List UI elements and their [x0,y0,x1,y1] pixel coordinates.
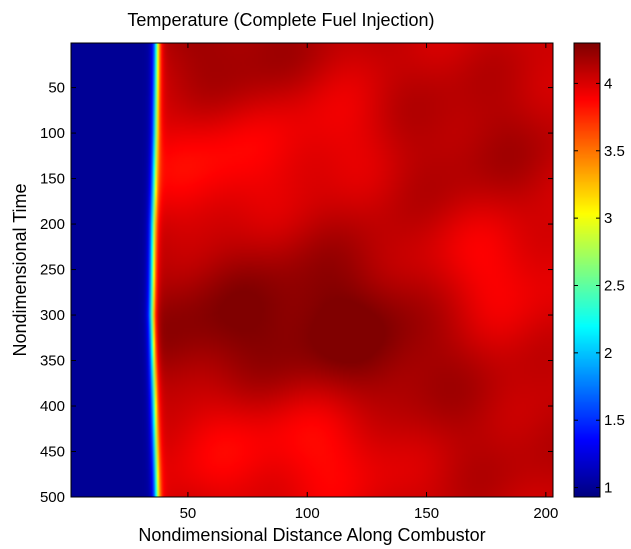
y-tick-label: 50 [48,80,65,97]
y-tick-label: 350 [40,353,65,370]
x-axis-ticks: 50 100 150 200 [180,43,558,522]
colorbar-tick-label: 1.5 [604,412,625,429]
x-tick-label: 50 [180,505,197,522]
y-tick-label: 200 [40,216,65,233]
y-tick-label: 300 [40,307,65,324]
plot-area: 50 100 150 200 5010015020025030035040045050… [40,42,558,522]
colorbar: 1 1.5 2 2.5 3 3.5 4 [573,42,625,498]
y-tick-label: 400 [40,398,65,415]
y-axis-label: Nondimensional Time [10,183,30,356]
colorbar-ticks: 1 1.5 2 2.5 3 3.5 4 [574,75,625,497]
x-tick-label: 100 [295,505,320,522]
colorbar-tick-label: 3.5 [604,143,625,160]
y-tick-label: 250 [40,262,65,279]
colorbar-tick-label: 3 [604,210,612,227]
colorbar-tick-label: 4 [604,75,612,92]
y-tick-label: 450 [40,444,65,461]
colorbar-gradient [574,43,600,497]
colorbar-tick-label: 2.5 [604,277,625,294]
colorbar-tick-label: 2 [604,345,612,362]
x-axis-label: Nondimensional Distance Along Combustor [138,525,485,545]
y-tick-label: 150 [40,171,65,188]
y-axis-ticks: 50 100 150 200 250 300 350 400 450 500 [40,80,553,506]
chart-title: Temperature (Complete Fuel Injection) [127,10,434,30]
x-tick-label: 200 [533,505,558,522]
colorbar-frame [573,42,601,498]
y-tick-label: 100 [40,125,65,142]
y-tick-label: 500 [40,489,65,506]
colorbar-tick-label: 1 [604,480,612,497]
heatmap-image [71,43,553,497]
x-tick-label: 150 [414,505,439,522]
